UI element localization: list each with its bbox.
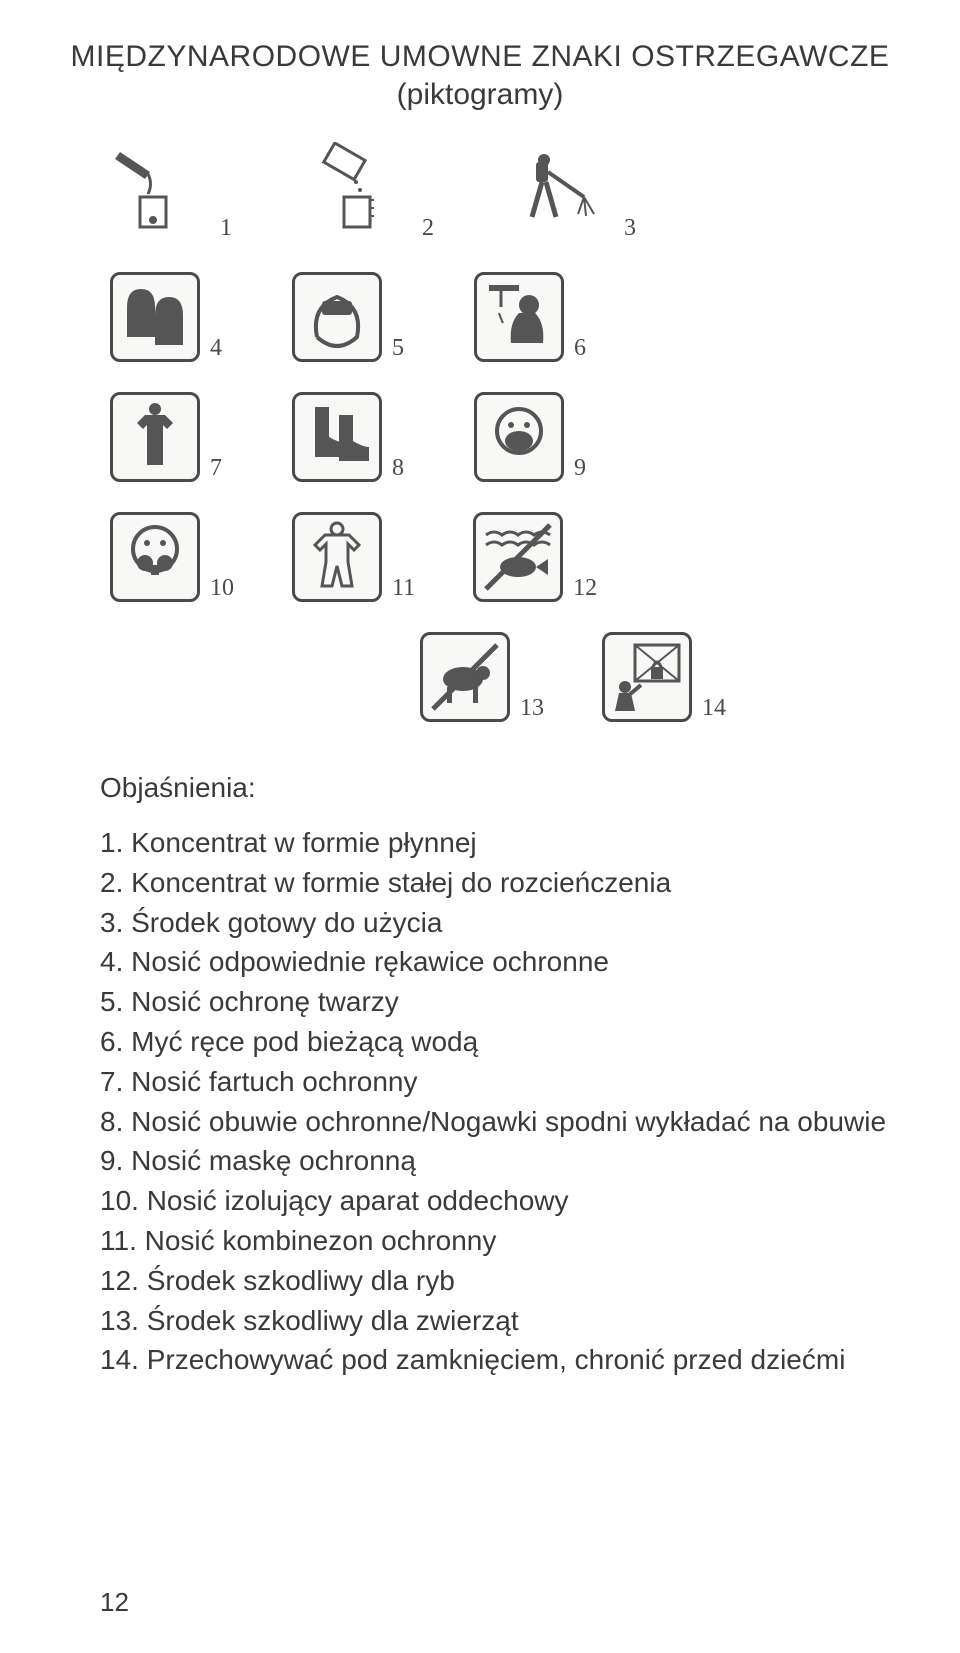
pictogram-number: 11 <box>392 575 415 602</box>
pictogram-8: 8 <box>292 392 404 482</box>
pour-liquid-icon <box>110 142 210 242</box>
pictogram-9: 9 <box>474 392 586 482</box>
pictogram-number: 5 <box>392 335 404 362</box>
harmful-animals-icon <box>420 632 510 722</box>
lock-away-children-icon <box>602 632 692 722</box>
pictogram-number: 1 <box>220 215 232 242</box>
page-subtitle: (piktogramy) <box>60 78 900 112</box>
pictogram-12: 12 <box>473 512 597 602</box>
pictogram-number: 9 <box>574 455 586 482</box>
explanation-item: 2. Koncentrat w formie stałej do rozcień… <box>100 864 900 902</box>
dust-mask-icon <box>474 392 564 482</box>
pictogram-number: 14 <box>702 695 726 722</box>
boots-icon <box>292 392 382 482</box>
pictogram-6: 6 <box>474 272 586 362</box>
explanation-item: 14. Przechowywać pod zamknięciem, chroni… <box>100 1341 900 1379</box>
respirator-icon <box>110 512 200 602</box>
pictogram-number: 13 <box>520 695 544 722</box>
sprayer-person-icon <box>514 142 614 242</box>
explanation-item: 9. Nosić maskę ochronną <box>100 1142 900 1180</box>
pictogram-14: 14 <box>602 632 726 722</box>
explanation-item: 6. Myć ręce pod bieżącą wodą <box>100 1023 900 1061</box>
explanations-heading: Objaśnienia: <box>100 772 900 804</box>
pictogram-13: 13 <box>420 632 544 722</box>
pictogram-number: 2 <box>422 215 434 242</box>
pictogram-number: 10 <box>210 575 234 602</box>
explanation-item: 3. Środek gotowy do użycia <box>100 904 900 942</box>
explanation-item: 13. Środek szkodliwy dla zwierząt <box>100 1302 900 1340</box>
explanation-item: 8. Nosić obuwie ochronne/Nogawki spodni … <box>100 1103 900 1141</box>
face-shield-icon <box>292 272 382 362</box>
harmful-fish-icon <box>473 512 563 602</box>
pictogram-2: 2 <box>312 142 434 242</box>
pictogram-grid: 1 2 3 <box>110 142 810 722</box>
page-title: MIĘDZYNARODOWE UMOWNE ZNAKI OSTRZEGAWCZE <box>60 40 900 74</box>
pictogram-4: 4 <box>110 272 222 362</box>
explanation-item: 12. Środek szkodliwy dla ryb <box>100 1262 900 1300</box>
pictogram-7: 7 <box>110 392 222 482</box>
explanation-item: 7. Nosić fartuch ochronny <box>100 1063 900 1101</box>
page-number: 12 <box>100 1587 129 1618</box>
pictogram-number: 3 <box>624 215 636 242</box>
pictogram-1: 1 <box>110 142 232 242</box>
pictogram-number: 7 <box>210 455 222 482</box>
pictogram-3: 3 <box>514 142 636 242</box>
explanation-item: 10. Nosić izolujący aparat oddechowy <box>100 1182 900 1220</box>
pictogram-11: 11 <box>292 512 415 602</box>
explanation-item: 11. Nosić kombinezon ochronny <box>100 1222 900 1260</box>
explanation-item: 4. Nosić odpowiednie rękawice ochronne <box>100 943 900 981</box>
pictogram-number: 8 <box>392 455 404 482</box>
pictogram-number: 4 <box>210 335 222 362</box>
pictogram-5: 5 <box>292 272 404 362</box>
gloves-icon <box>110 272 200 362</box>
pictogram-number: 6 <box>574 335 586 362</box>
explanation-item: 1. Koncentrat w formie płynnej <box>100 824 900 862</box>
pour-solid-icon <box>312 142 412 242</box>
coverall-icon <box>292 512 382 602</box>
explanation-item: 5. Nosić ochronę twarzy <box>100 983 900 1021</box>
pictogram-10: 10 <box>110 512 234 602</box>
explanations-list: 1. Koncentrat w formie płynnej 2. Koncen… <box>100 824 900 1379</box>
wash-hands-icon <box>474 272 564 362</box>
pictogram-number: 12 <box>573 575 597 602</box>
apron-icon <box>110 392 200 482</box>
